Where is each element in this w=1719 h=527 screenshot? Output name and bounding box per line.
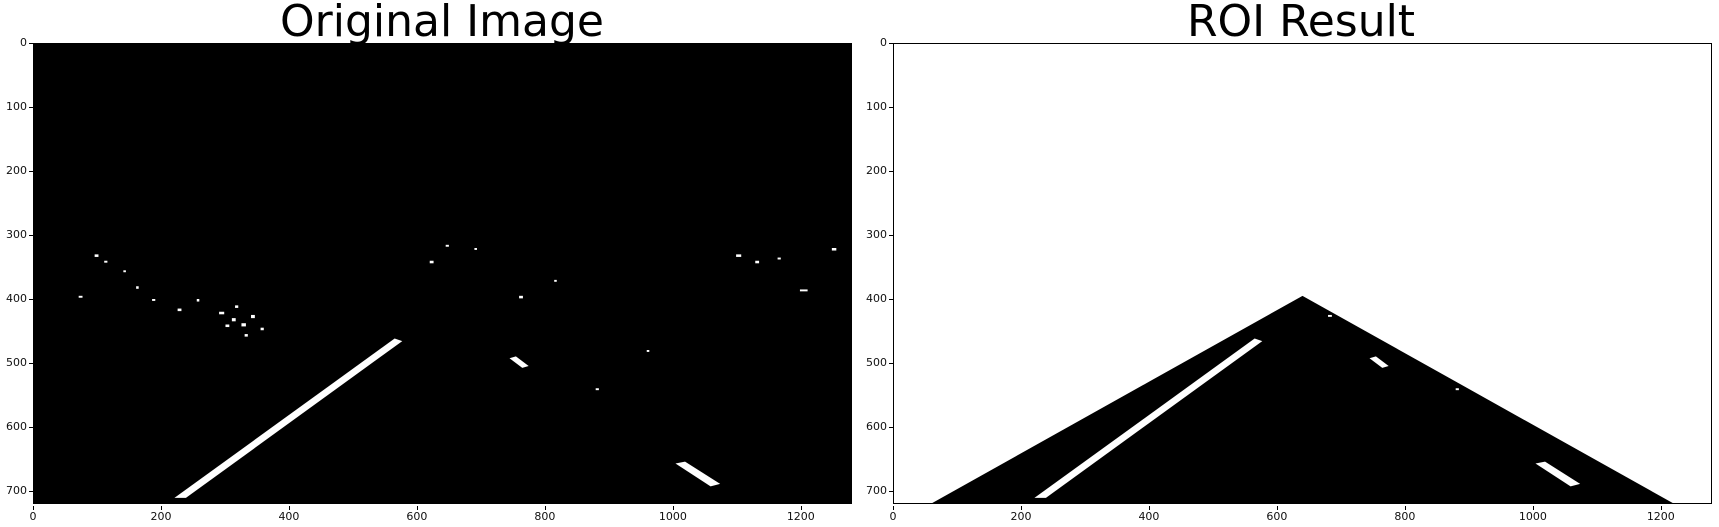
y-tick-label: 300 [0,229,33,241]
roi-result-panel [893,43,1712,504]
roi-result-title: ROI Result [1186,0,1416,47]
roi-triangle [932,295,1673,503]
y-tick-label: 200 [0,165,33,177]
original-image-canvas [34,44,851,503]
y-tick-label: 100 [859,101,893,113]
x-tick-label: 400 [269,506,309,523]
y-tick-label: 700 [0,485,33,497]
x-tick-label: 600 [1257,506,1297,523]
x-tick-label: 1000 [1513,506,1553,523]
original-image-title: Original Image [280,0,604,47]
right-lane-dash [1535,461,1581,487]
x-tick-label: 1000 [653,506,693,523]
y-tick-label: 700 [859,485,893,497]
y-tick-label: 0 [859,37,893,49]
x-tick-label: 1200 [1641,506,1681,523]
x-tick-label: 1200 [781,506,821,523]
x-tick-label: 800 [1385,506,1425,523]
y-tick-label: 400 [0,293,33,305]
y-tick-label: 300 [859,229,893,241]
x-tick-label: 0 [873,506,913,523]
right-lane-dash [1369,356,1389,368]
left-lane-line [1034,338,1263,498]
roi-result-canvas [894,44,1711,503]
x-tick-label: 800 [525,506,565,523]
y-tick-label: 500 [859,357,893,369]
x-tick-label: 400 [1129,506,1169,523]
x-tick-label: 200 [1001,506,1041,523]
y-tick-label: 500 [0,357,33,369]
y-tick-label: 400 [859,293,893,305]
x-tick-label: 600 [397,506,437,523]
right-lane-dash [675,461,721,487]
y-tick-label: 0 [0,37,33,49]
x-tick-label: 0 [13,506,53,523]
left-lane-line [174,338,403,498]
original-image-panel [33,43,852,504]
noise-clusters [78,244,837,391]
y-tick-label: 100 [0,101,33,113]
y-tick-label: 600 [0,421,33,433]
y-tick-label: 200 [859,165,893,177]
residual-noise [1328,314,1510,391]
y-tick-label: 600 [859,421,893,433]
x-tick-label: 200 [141,506,181,523]
right-lane-dash [509,356,529,368]
